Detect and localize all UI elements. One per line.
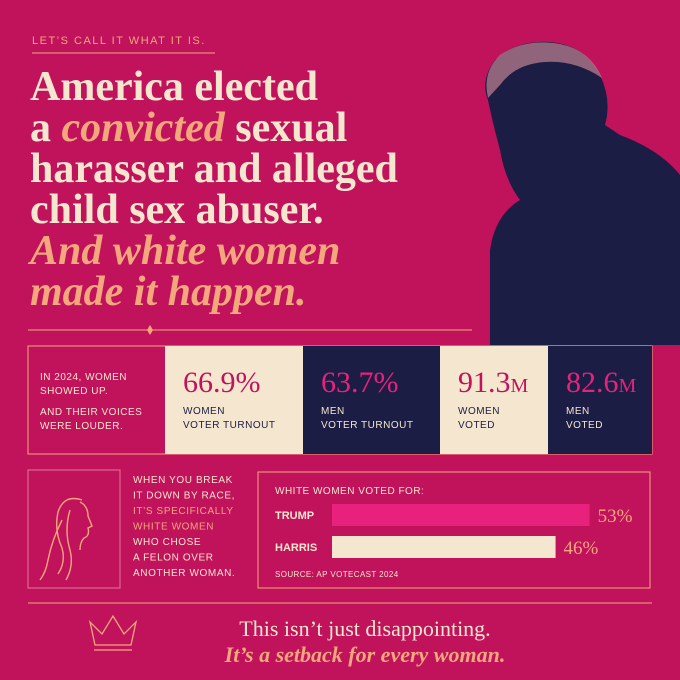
race-line: IT DOWN BY RACE,: [133, 491, 235, 502]
stat-label: MEN: [321, 406, 345, 417]
headline-segment: harasser and alleged: [30, 146, 398, 192]
stat-label: WOMEN: [458, 406, 500, 417]
stat-value: 63.7%: [321, 366, 399, 399]
stat-label: VOTER TURNOUT: [321, 420, 413, 431]
stats-intro: IN 2024, WOMEN: [40, 372, 127, 383]
headline-line: And white women: [27, 228, 340, 274]
stat-value: 91.3M: [458, 366, 529, 399]
race-line: WHO CHOSE: [133, 537, 201, 548]
bar: [332, 536, 556, 558]
divider-diamond: [147, 325, 153, 335]
kicker: LET’S CALL IT WHAT IT IS.: [32, 35, 206, 47]
headline-segment: made it happen.: [30, 269, 307, 315]
headline-segment: convicted: [62, 105, 226, 151]
stat-unit: M: [511, 375, 529, 397]
headline-line: made it happen.: [30, 269, 307, 315]
stats-intro: WERE LOUDER.: [40, 421, 123, 432]
stat-cell: [440, 346, 548, 454]
footer-line: It’s a setback for every woman.: [224, 642, 506, 667]
stats-intro: SHOWED UP.: [40, 386, 108, 397]
stat-number: 82.6: [566, 366, 619, 399]
stat-label: VOTED: [458, 420, 495, 431]
stat-label: MEN: [566, 406, 590, 417]
race-line: WHEN YOU BREAK: [133, 475, 233, 486]
headline-segment: a: [30, 105, 62, 151]
stat-cell: [548, 346, 652, 454]
headline-line: child sex abuser.: [30, 187, 324, 233]
race-line: IT’S SPECIFICALLY: [133, 506, 234, 517]
headline-line: America elected: [30, 64, 318, 110]
icon-frame: [27, 469, 121, 589]
portrait-silhouette: [485, 41, 680, 346]
stat-label: WOMEN: [183, 406, 225, 417]
stat-label: VOTER TURNOUT: [183, 420, 275, 431]
footer-line: This isn’t just disappointing.: [239, 616, 490, 641]
stat-unit: M: [619, 375, 637, 397]
race-line: WHITE WOMEN: [133, 522, 214, 533]
crown-icon: [88, 614, 138, 651]
headline-segment: And white women: [27, 228, 340, 274]
value-label: 53%: [598, 506, 633, 527]
headline-line: harasser and alleged: [30, 146, 398, 192]
stats-intro: AND THEIR VOICES: [40, 407, 142, 418]
race-line: ANOTHER WOMAN.: [133, 568, 235, 579]
chart-frame: [257, 471, 651, 589]
stat-cell: [303, 346, 440, 454]
category-label: HARRIS: [275, 542, 317, 554]
bar: [332, 504, 590, 526]
headline-segment: child sex abuser.: [30, 187, 324, 233]
stat-number: 63.7%: [321, 366, 399, 399]
portrait-hair: [486, 42, 602, 98]
stat-number: 91.3: [458, 366, 511, 399]
stat-cell: [165, 346, 303, 454]
stat-value: 82.6M: [566, 366, 637, 399]
value-label: 46%: [564, 538, 599, 559]
headline-segment: sexual: [225, 105, 348, 151]
chart-source: SOURCE: AP VOTECAST 2024: [275, 570, 399, 579]
category-label: TRUMP: [275, 510, 314, 522]
headline-segment: America elected: [30, 64, 318, 110]
headline-line: a convicted sexual: [30, 105, 347, 151]
chart-title: WHITE WOMEN VOTED FOR:: [275, 486, 424, 497]
stat-number: 66.9%: [183, 366, 261, 399]
stat-value: 66.9%: [183, 366, 261, 399]
woman-icon: [39, 497, 93, 581]
stat-label: VOTED: [566, 420, 603, 431]
race-line: A FELON OVER: [133, 553, 214, 564]
